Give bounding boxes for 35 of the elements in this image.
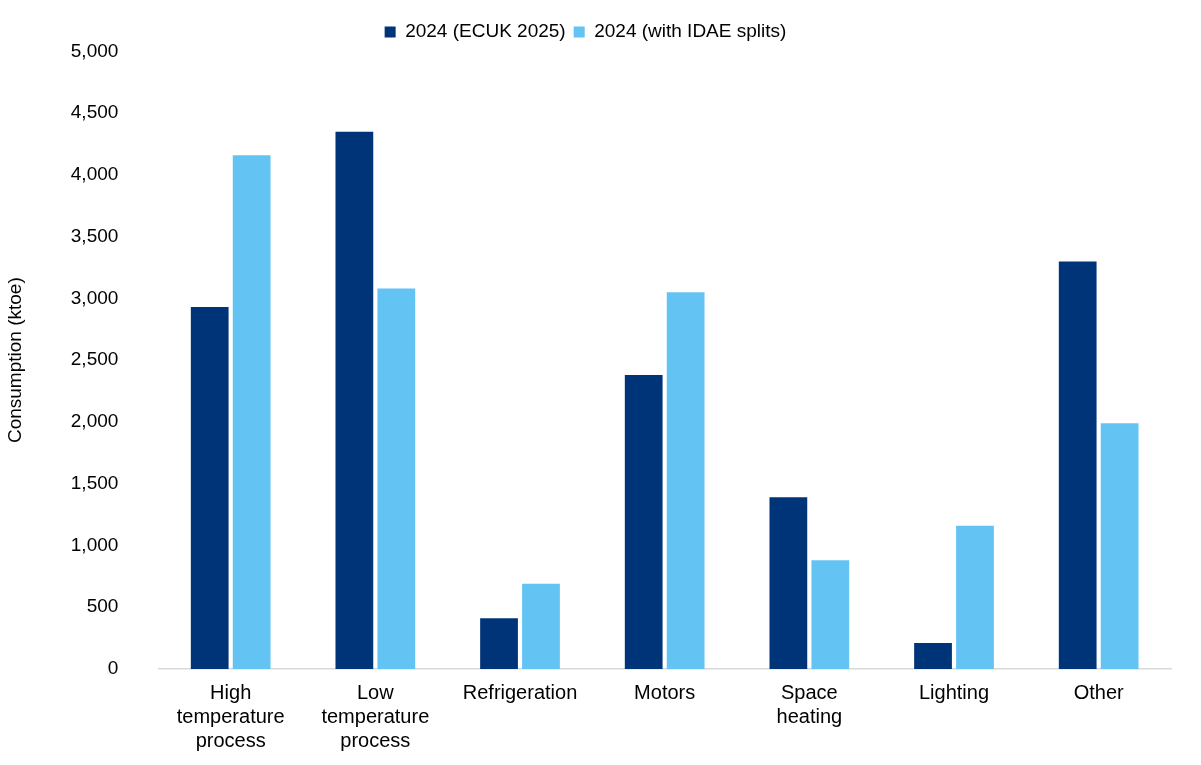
legend-label: 2024 (ECUK 2025)	[405, 20, 566, 42]
x-tick-label: Refrigeration	[462, 680, 578, 703]
bar	[624, 375, 663, 669]
x-tick-label: Lighting	[918, 680, 990, 703]
bar	[769, 497, 808, 669]
y-tick-label: 4,500	[70, 101, 119, 123]
x-tick-label: Motors	[634, 680, 696, 703]
bar	[1100, 423, 1139, 669]
y-tick-label: 1,000	[70, 533, 119, 555]
y-tick-label: 3,500	[70, 224, 119, 246]
y-axis-title: Consumption (ktoe)	[3, 277, 25, 444]
y-tick-label: 500	[86, 595, 119, 617]
legend-label: 2024 (with IDAE splits)	[594, 20, 787, 42]
y-tick-label: 2,000	[70, 410, 119, 432]
x-tick-label: Other	[1073, 680, 1125, 703]
bar	[1058, 261, 1097, 669]
y-tick-label: 2,500	[70, 348, 119, 370]
x-tick-label: High temperature process	[176, 680, 285, 751]
bar	[811, 560, 850, 669]
y-tick-label: 3,000	[70, 286, 119, 308]
x-tick-label: Space heating	[776, 680, 843, 727]
x-tick-label: Low temperature process	[321, 680, 430, 751]
bar	[190, 307, 229, 669]
bar	[956, 525, 994, 669]
bar	[480, 618, 518, 669]
bar	[914, 643, 952, 669]
y-tick-label: 0	[107, 657, 119, 679]
bar	[666, 292, 705, 669]
bar	[522, 583, 560, 669]
y-tick-label: 1,500	[70, 471, 119, 493]
bar	[377, 288, 416, 669]
y-tick-label: 5,000	[70, 39, 119, 61]
y-tick-label: 4,000	[70, 163, 119, 185]
bar	[232, 155, 271, 669]
bar	[335, 131, 374, 669]
